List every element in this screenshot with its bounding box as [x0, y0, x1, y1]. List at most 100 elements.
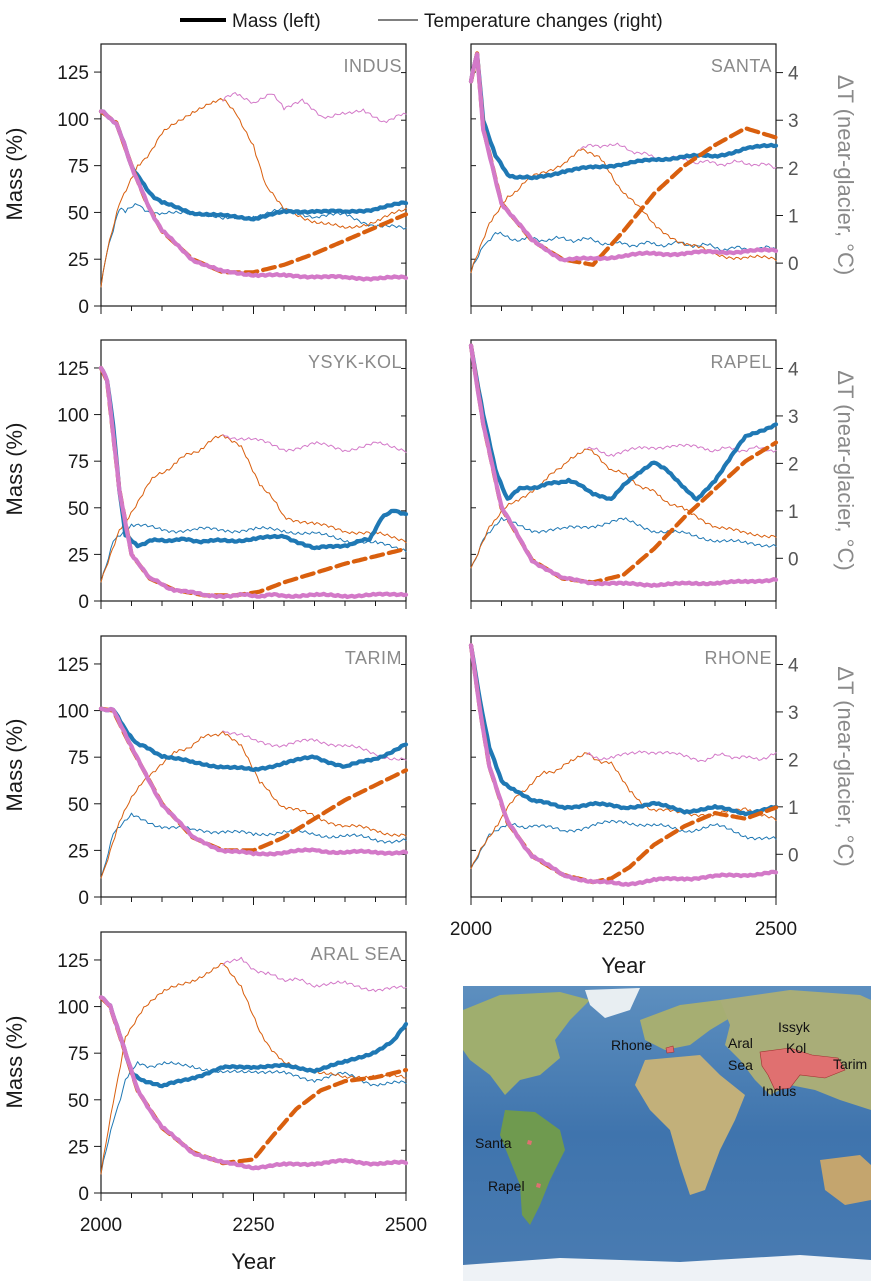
series-ysyk-kol-mass-blue [98, 365, 409, 551]
y-tick-label-aral-sea-0: 0 [78, 1184, 89, 1205]
map-label-issyk: Issyk [778, 1019, 811, 1035]
x-tick-label-aral-sea-2250: 2250 [232, 1215, 274, 1236]
x-axis-title-rhone: Year [601, 953, 645, 978]
temp-axis-title-santa: ΔT (near-glacier, °C) [833, 75, 858, 275]
y2-tick-label-rhone-3: 3 [788, 703, 799, 724]
panel-ysyk-kol: 0 25 50 75 100 125 YSYK-KOL [57, 339, 409, 613]
map-label-tarim: Tarim [833, 1056, 867, 1072]
series-santa-temperature-orange [470, 148, 777, 274]
map-south-america [500, 1110, 565, 1225]
x-axis-title-aral-sea: Year [231, 1249, 275, 1274]
legend: Mass (left) Temperature changes (right) [180, 11, 663, 32]
series-rapel-temperature-pink [586, 443, 777, 457]
y-tick-label-indus-50: 50 [68, 203, 89, 224]
panel-title-indus: INDUS [343, 56, 402, 76]
series-tarim-mass-pink [98, 706, 409, 857]
panel-frame-rapel [470, 339, 777, 602]
y-tick-label-indus-100: 100 [57, 110, 89, 131]
panel-frame-indus [100, 43, 407, 307]
panel-frame-tarim [100, 635, 407, 898]
y2-tick-label-rapel-2: 2 [788, 454, 799, 475]
series-rhone-temperature-blue [470, 819, 777, 869]
legend-temp-label: Temperature changes (right) [424, 11, 663, 32]
map-highlight-santa [527, 1140, 532, 1145]
panel-title-rhone: RHONE [704, 648, 772, 668]
y-tick-label-indus-0: 0 [78, 297, 89, 318]
y2-tick-label-santa-4: 4 [788, 64, 799, 85]
y2-tick-label-rapel-0: 0 [788, 549, 799, 570]
y-tick-label-tarim-0: 0 [78, 888, 89, 909]
series-indus-temperature-orange [100, 97, 407, 288]
series-indus-mass-pink [98, 109, 409, 282]
temp-axis-title-rhone: ΔT (near-glacier, °C) [833, 666, 858, 866]
temp-axis-title-rapel: ΔT (near-glacier, °C) [833, 370, 858, 570]
map-australia [820, 1155, 871, 1205]
mass-axis-title-row2: Mass (%) [2, 423, 27, 516]
series-tarim-temperature-blue [100, 812, 407, 879]
x-tick-label-aral-sea-2500: 2500 [385, 1215, 427, 1236]
map-highlight-central-asia [759, 1047, 846, 1091]
mass-axis-title-row1: Mass (%) [2, 128, 27, 221]
y-tick-label-tarim-25: 25 [68, 841, 89, 862]
y-tick-label-tarim-100: 100 [57, 702, 89, 723]
panel-title-tarim: TARIM [345, 648, 402, 668]
map-europe [640, 1000, 735, 1050]
y-tick-label-ysyk-kol-25: 25 [68, 545, 89, 566]
series-santa-temperature-blue [470, 231, 777, 274]
panel-aral-sea: 0 25 50 75 100 125 ARAL SEA 2000 2250 2500 Year [57, 931, 427, 1274]
map-label-santa: Santa [475, 1135, 512, 1151]
y-tick-label-indus-75: 75 [68, 157, 89, 178]
series-rapel-mass-blue [468, 343, 779, 502]
panel-frame-aral-sea [100, 931, 407, 1194]
y-tick-label-indus-25: 25 [68, 250, 89, 271]
x-tick-label-rhone-2500: 2500 [755, 919, 797, 940]
series-indus-temperature-pink [222, 92, 407, 124]
map-label-rapel: Rapel [488, 1178, 525, 1194]
y2-tick-label-santa-1: 1 [788, 206, 799, 227]
panel-santa: 0 1 2 3 4 SANTA ΔT (near-glacier, °C) [468, 43, 858, 314]
x-tick-label-rhone-2000: 2000 [450, 919, 492, 940]
y2-tick-label-santa-0: 0 [788, 254, 799, 275]
y-tick-label-tarim-50: 50 [68, 795, 89, 816]
y-tick-label-ysyk-kol-100: 100 [57, 406, 89, 427]
series-rhone-mass-blue [468, 643, 779, 817]
y2-tick-label-rapel-3: 3 [788, 407, 799, 428]
series-aral-sea-mass-blue [98, 995, 409, 1089]
x-tick-label-aral-sea-2000: 2000 [80, 1215, 122, 1236]
y-tick-label-aral-sea-25: 25 [68, 1137, 89, 1158]
panel-title-ysyk-kol: YSYK-KOL [308, 352, 402, 372]
y-tick-label-aral-sea-100: 100 [57, 998, 89, 1019]
y2-tick-label-rhone-0: 0 [788, 845, 799, 866]
mass-axis-title-row3: Mass (%) [2, 719, 27, 812]
series-indus-mass-blue [98, 109, 409, 222]
panel-rhone: 0 1 2 3 4 RHONE 2000 2250 2500 Year ΔT (near-glaci… [450, 635, 858, 978]
map-antarctica [463, 1255, 871, 1281]
world-map: Rhone Aral Sea Issyk Kol Tarim Indus San… [463, 986, 871, 1281]
y-tick-label-tarim-125: 125 [57, 655, 89, 676]
series-ysyk-kol-temperature-orange [100, 434, 407, 583]
map-africa [635, 1055, 745, 1195]
map-label-kol: Kol [786, 1040, 806, 1056]
series-santa-mass-pink [468, 52, 779, 263]
panel-indus: 0 25 50 75 100 125 INDUS [57, 43, 409, 318]
series-ysyk-kol-temperature-pink [222, 434, 407, 453]
panel-title-santa: SANTA [711, 56, 772, 76]
panel-rapel: 0 1 2 3 4 RAPEL ΔT (near-glacier, °C) [468, 339, 858, 609]
y-tick-label-ysyk-kol-50: 50 [68, 499, 89, 520]
mass-axis-title-row4: Mass (%) [2, 1016, 27, 1109]
series-rapel-mass-orange [468, 343, 779, 585]
y-tick-label-aral-sea-125: 125 [57, 951, 89, 972]
map-north-america [463, 992, 590, 1095]
panel-frame-santa [470, 43, 777, 307]
series-rhone-temperature-orange [470, 752, 777, 869]
y2-tick-label-santa-3: 3 [788, 111, 799, 132]
legend-mass-label: Mass (left) [232, 11, 321, 32]
y-tick-label-ysyk-kol-75: 75 [68, 452, 89, 473]
panel-title-aral-sea: ARAL SEA [311, 944, 402, 964]
panel-title-rapel: RAPEL [710, 352, 772, 372]
map-label-indus: Indus [762, 1083, 796, 1099]
series-santa-mass-orange [468, 51, 779, 267]
panel-frame-rhone [470, 635, 777, 898]
y2-tick-label-rapel-1: 1 [788, 502, 799, 523]
